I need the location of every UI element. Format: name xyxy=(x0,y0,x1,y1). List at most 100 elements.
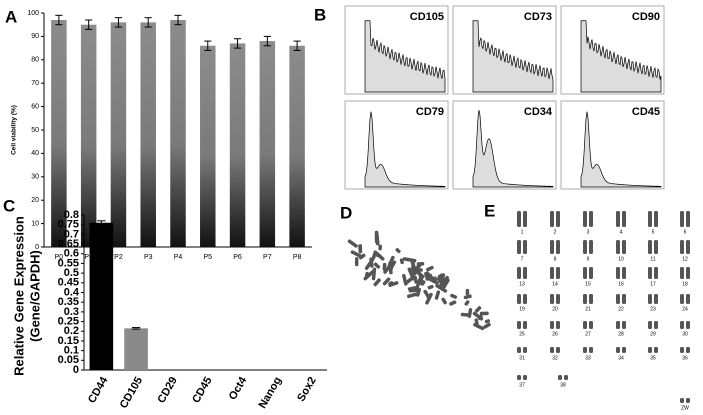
chromosome xyxy=(616,211,620,227)
chromosome xyxy=(686,267,690,279)
chromosome xyxy=(369,257,374,268)
chromosome xyxy=(680,294,684,304)
x-tick-label: P8 xyxy=(293,254,302,261)
histogram-frame xyxy=(452,100,557,190)
error-bar xyxy=(114,17,123,28)
chromosome xyxy=(648,347,652,353)
karyotype-label: 11 xyxy=(650,256,655,262)
chromosome xyxy=(686,398,690,403)
karyotype-label: 4 xyxy=(620,229,623,235)
y-tick-label: 0 xyxy=(35,244,39,251)
karyotype-label: 29 xyxy=(650,331,656,337)
chromosome xyxy=(556,211,560,227)
chromosome xyxy=(479,311,489,316)
x-tick-label: P6 xyxy=(233,254,242,261)
karyotype-label: 32 xyxy=(552,355,558,361)
chromosome xyxy=(622,267,626,279)
chromosome xyxy=(423,289,431,300)
chromosome xyxy=(373,262,381,269)
chromosome xyxy=(648,211,652,227)
x-tick-label: Sox2 xyxy=(295,375,319,404)
histogram-frame xyxy=(560,5,665,95)
chromosome xyxy=(435,283,448,293)
chromosome xyxy=(412,264,422,272)
chromosome xyxy=(583,347,587,353)
y-tick-label: 0.5 xyxy=(64,267,79,279)
chromosome xyxy=(427,284,434,290)
chromosome xyxy=(433,276,437,283)
y-tick-label: 100 xyxy=(27,10,39,17)
bar xyxy=(124,328,148,370)
x-tick-label: CD105 xyxy=(118,375,146,411)
chromosome xyxy=(680,321,684,329)
chromosome xyxy=(474,318,479,327)
karyotype-label: 7 xyxy=(521,256,524,262)
x-tick-label: CD44 xyxy=(86,374,111,405)
y-tick-label: 50 xyxy=(31,127,39,134)
chromosome xyxy=(654,240,658,254)
histogram-area xyxy=(364,20,446,93)
y-tick-label: 0.25 xyxy=(58,315,79,327)
flow-marker-label: CD90 xyxy=(632,11,660,23)
y-tick-label: 0.65 xyxy=(58,238,79,250)
chromosome xyxy=(371,267,377,281)
chromosome xyxy=(648,294,652,304)
panel-label: B xyxy=(314,5,326,24)
chromosome xyxy=(402,257,417,263)
chromosome xyxy=(378,244,383,251)
y-tick-label: 0 xyxy=(73,364,79,376)
y-tick-label: 0.1 xyxy=(64,345,79,357)
chromosome xyxy=(616,267,620,279)
karyotype-label: 17 xyxy=(650,281,656,287)
histogram-frame xyxy=(344,5,449,95)
histogram-frame xyxy=(344,100,449,190)
karyotype-label: 22 xyxy=(618,306,624,312)
error-bar xyxy=(204,40,212,51)
karyotype-label: 14 xyxy=(552,281,558,287)
error-bar xyxy=(144,17,152,28)
chromosome xyxy=(483,322,491,329)
error-bar xyxy=(174,14,182,26)
chromosome xyxy=(648,267,652,279)
karyotype-label: 16 xyxy=(618,281,624,287)
karyotype-label: 1 xyxy=(521,229,524,235)
y-tick-label: 0.15 xyxy=(58,335,79,347)
chromosome xyxy=(550,321,554,329)
chromosome xyxy=(473,322,485,331)
chromosome xyxy=(589,347,593,353)
chromosome xyxy=(686,211,690,227)
chromosome xyxy=(589,321,593,329)
chromosome xyxy=(680,398,684,403)
karyotype-label: 27 xyxy=(585,331,591,337)
chromosome xyxy=(426,265,434,272)
chromosome xyxy=(388,281,399,287)
karyotype-label: 15 xyxy=(585,281,591,287)
chromosome xyxy=(358,253,366,260)
chromosome xyxy=(523,375,527,380)
flow-marker-label: CD73 xyxy=(524,11,552,23)
chromosome xyxy=(550,240,554,254)
chromosome xyxy=(517,240,521,254)
y-tick-label: 0.4 xyxy=(64,286,80,298)
chromosome xyxy=(550,294,554,304)
error-bar xyxy=(233,38,242,49)
chromosome xyxy=(484,319,491,324)
chromosome xyxy=(556,321,560,329)
karyotype-label: 8 xyxy=(554,256,557,262)
chromosome xyxy=(654,294,658,304)
karyotype-label: 13 xyxy=(519,281,525,287)
y-tick-label: 0.6 xyxy=(64,248,79,260)
y-tick-label: 0.2 xyxy=(64,325,79,337)
error-bar xyxy=(293,40,301,51)
chromosome xyxy=(358,244,363,253)
chromosome xyxy=(415,277,422,291)
karyotype-label: 33 xyxy=(585,355,591,361)
chromosome xyxy=(564,375,568,380)
chromosome xyxy=(523,347,527,353)
chromosome xyxy=(680,267,684,279)
karyotype-label: 23 xyxy=(650,306,656,312)
karyotype-label: 2 xyxy=(554,229,557,235)
y-tick-label: 0.7 xyxy=(64,228,79,240)
karyotype-label: 38 xyxy=(560,382,566,388)
chromosome xyxy=(686,321,690,329)
